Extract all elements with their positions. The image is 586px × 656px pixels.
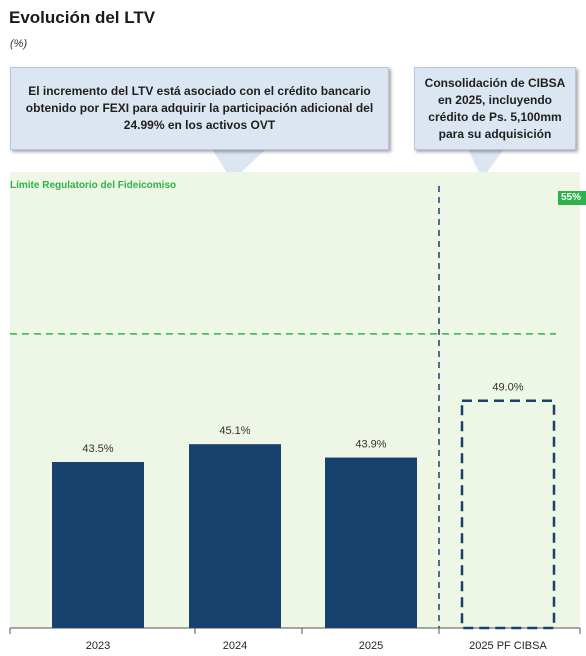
regulatory-limit-badge: 55% (558, 191, 586, 205)
chart-subtitle: (%) (10, 38, 28, 50)
callout-cibsa-consolidation: Consolidación de CIBSA en 2025, incluyen… (414, 67, 576, 150)
chart-title: Evolución del LTV (9, 8, 156, 27)
bar-2024 (189, 444, 281, 628)
category-label-2025-pf-cibsa: 2025 PF CIBSA (469, 640, 547, 652)
data-label-2024: 45.1% (219, 425, 250, 437)
regulatory-limit-label: Límite Regulatorio del Fideicomiso (10, 180, 177, 191)
data-label-2025: 43.9% (355, 439, 386, 451)
data-label-2023: 43.5% (82, 443, 113, 455)
data-label-2025-pf-cibsa: 49.0% (492, 382, 523, 394)
category-label-2023: 2023 (86, 640, 110, 652)
callout-ltv-increase: El incremento del LTV está asociado con … (10, 67, 389, 150)
category-label-2025: 2025 (359, 640, 383, 652)
category-label-2024: 2024 (223, 640, 247, 652)
callout-ltv-increase-text: El incremento del LTV está asociado con … (25, 84, 374, 132)
callout-cibsa-consolidation-text: Consolidación de CIBSA en 2025, incluyen… (424, 75, 566, 141)
bar-2023 (52, 462, 144, 628)
bar-2025 (325, 457, 417, 628)
